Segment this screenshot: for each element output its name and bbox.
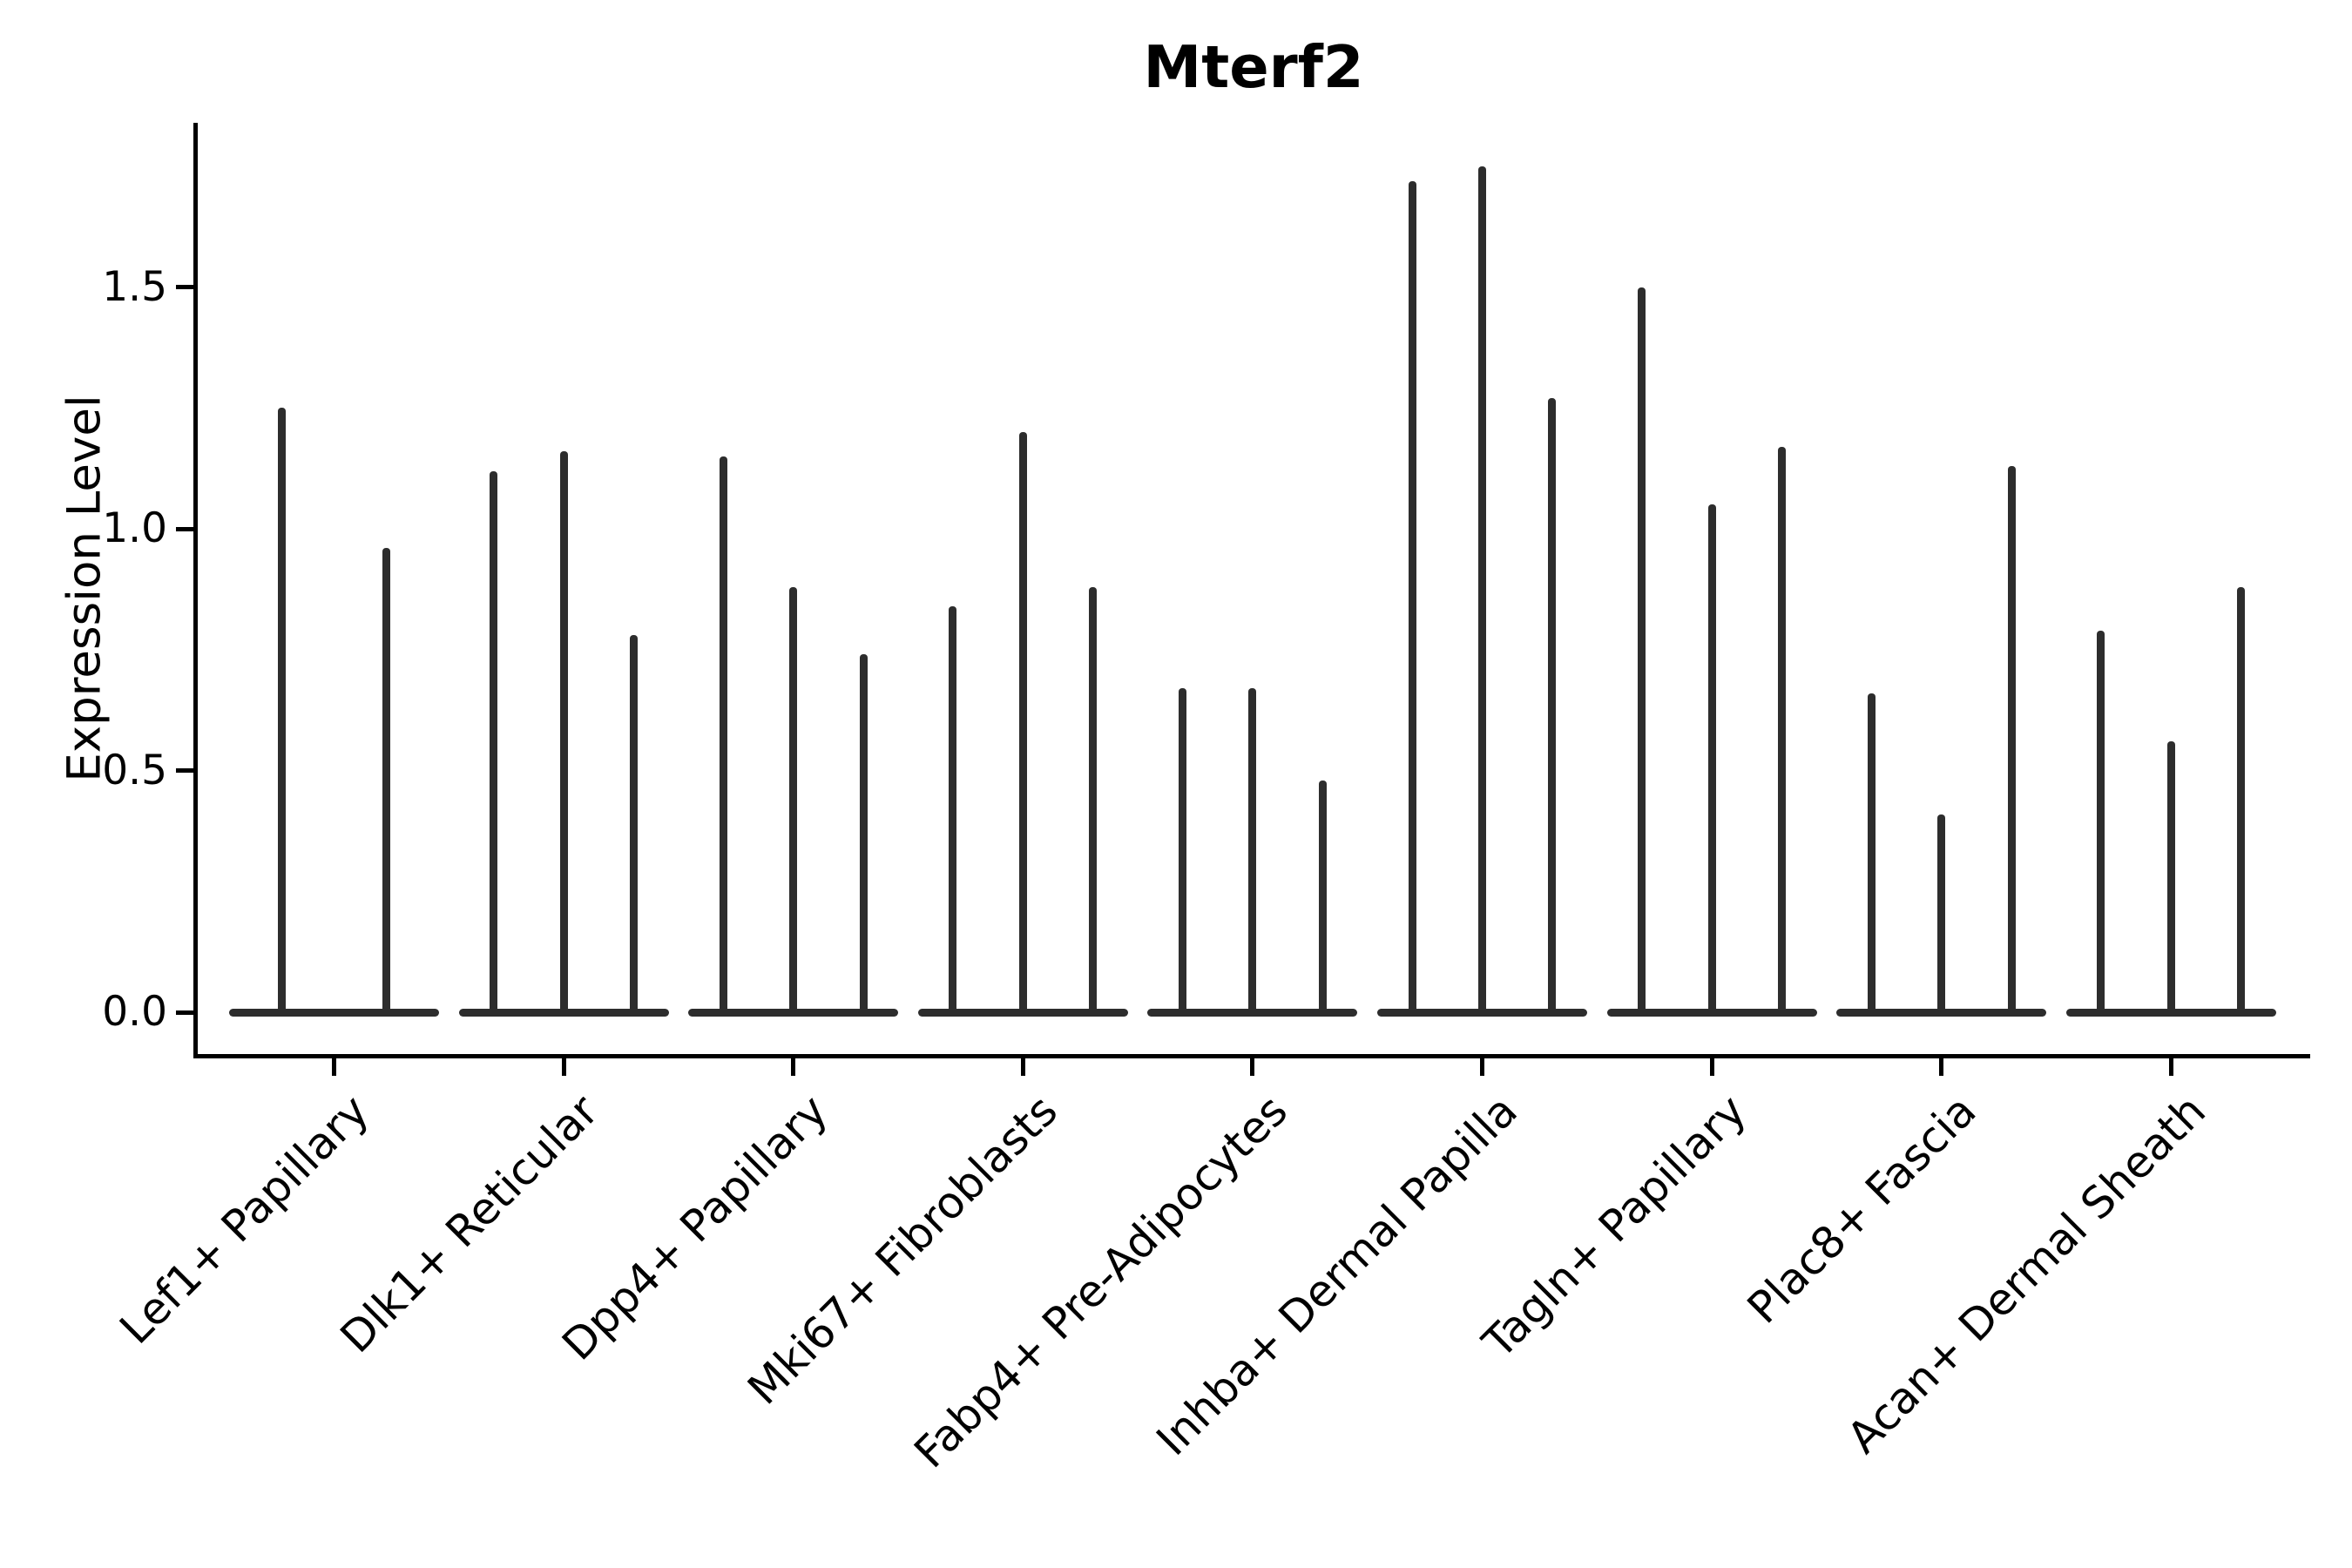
x-tick-mark (1020, 1058, 1025, 1076)
violin-spike (1478, 166, 1486, 1013)
x-tick-mark (1250, 1058, 1255, 1076)
y-tick-label: 0.0 (102, 988, 167, 1037)
violin-spike (1408, 180, 1416, 1013)
y-tick-label: 1.5 (102, 262, 167, 311)
x-tick-label: Lef1+ Papillary (110, 1085, 379, 1354)
violin-spike (859, 654, 868, 1013)
violin-spike (382, 548, 391, 1013)
violin-spike (1548, 398, 1557, 1013)
violin-baseline (2065, 1008, 2276, 1017)
violin-spike (2007, 465, 2016, 1013)
violin-baseline (1836, 1008, 2047, 1017)
violin-spike (2237, 586, 2246, 1013)
x-tick-label: Plac8+ Fascia (1737, 1085, 1986, 1334)
x-tick-mark (561, 1058, 566, 1076)
violin-spike (629, 635, 638, 1013)
x-tick-label: Fabp4+ Pre-Adipocytes (904, 1085, 1297, 1478)
violin-spike (1707, 504, 1716, 1013)
y-tick-mark (176, 526, 193, 531)
violin-baseline (688, 1008, 899, 1017)
x-tick-mark (1709, 1058, 1714, 1076)
violin-baseline (458, 1008, 669, 1017)
y-tick-label: 1.0 (102, 504, 167, 553)
violin-baseline (1147, 1008, 1358, 1017)
y-tick-mark (176, 768, 193, 774)
y-tick-mark (176, 1010, 193, 1015)
violin-spike (1248, 688, 1257, 1013)
y-axis-left-spine (193, 123, 198, 1058)
violin-baseline (229, 1008, 439, 1017)
violin-spike (719, 456, 727, 1013)
x-tick-mark (1939, 1058, 1944, 1076)
violin-spike (1179, 688, 1187, 1013)
violin-baseline (1606, 1008, 1817, 1017)
violin-spike (559, 451, 568, 1013)
violin-spike (1089, 586, 1098, 1013)
violin-spike (2097, 630, 2105, 1013)
violin-spike (949, 605, 957, 1013)
x-tick-mark (1480, 1058, 1484, 1076)
violin-spike (789, 586, 798, 1013)
violin-spike (2166, 741, 2175, 1013)
violin-spike (1777, 446, 1786, 1013)
y-tick-label: 0.5 (102, 746, 167, 794)
violin-spike (1318, 780, 1327, 1013)
x-tick-mark (2168, 1058, 2173, 1076)
violin-spike (1638, 287, 1646, 1013)
violin-spike (277, 408, 286, 1013)
violin-spike (1867, 693, 1876, 1013)
x-axis-bottom-spine (193, 1054, 2310, 1058)
violin-spike (1018, 432, 1027, 1013)
violin-spike (490, 470, 498, 1013)
y-tick-mark (176, 285, 193, 290)
x-tick-mark (332, 1058, 336, 1076)
y-axis-label: Expression Level (57, 395, 112, 782)
violin-baseline (1377, 1008, 1587, 1017)
x-tick-mark (791, 1058, 796, 1076)
violin-spike (1937, 814, 1946, 1013)
x-tick-label: Dlk1+ Reticular (330, 1085, 609, 1363)
violin-baseline (917, 1008, 1128, 1017)
chart-title: Mterf2 (1143, 33, 1364, 101)
